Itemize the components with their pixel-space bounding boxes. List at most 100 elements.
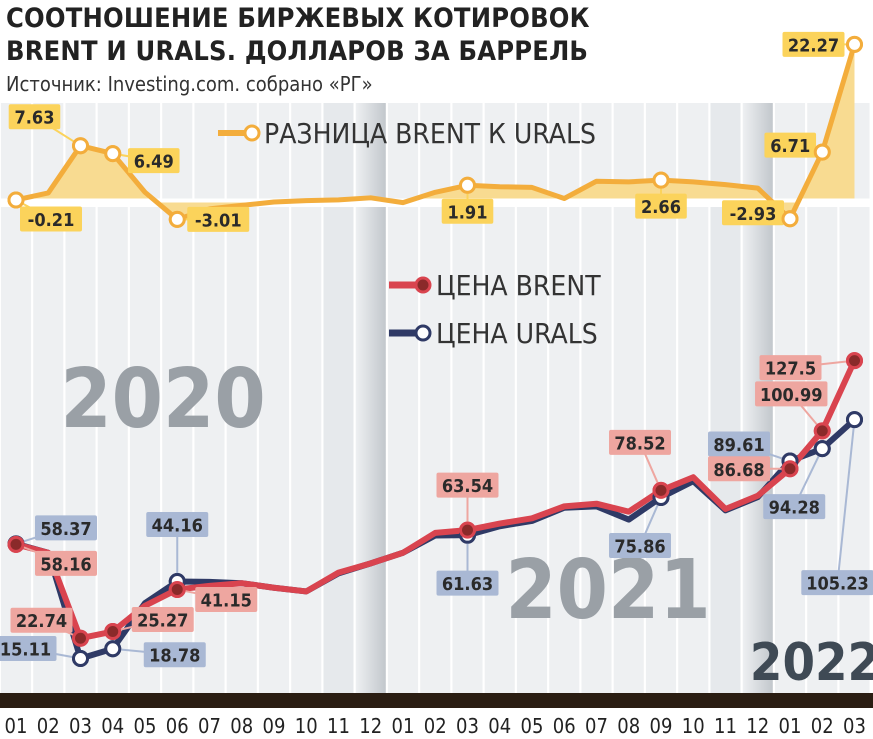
data-point-urals: [72, 649, 89, 667]
data-label-group: -3.01: [177, 206, 250, 232]
data-point-spread: [652, 171, 670, 189]
data-label-group: 18.78: [112, 642, 206, 668]
x-tick-label: 09: [263, 714, 286, 738]
data-label-box: [763, 494, 826, 520]
x-tick-label: 04: [488, 714, 511, 738]
data-label-group: 127.5: [759, 355, 855, 381]
legend-label-urals: ЦЕНА URALS: [436, 317, 598, 350]
data-point-spread: [846, 35, 863, 53]
data-point-spread: [781, 210, 799, 228]
data-label-group: 6.49: [112, 148, 180, 174]
column-stripe: [291, 103, 322, 693]
data-point-brent: [7, 535, 25, 553]
data-label-box: [764, 132, 817, 158]
data-label: 94.28: [769, 498, 820, 519]
data-label-group: 58.16: [15, 543, 97, 576]
data-label-box: [143, 642, 206, 668]
data-label: 61.63: [442, 574, 493, 595]
data-label-group: 94.28: [763, 448, 826, 520]
x-tick-label: 11: [327, 714, 350, 738]
data-point-spread: [168, 210, 186, 228]
data-label-box: [195, 586, 258, 612]
data-label: 22.74: [16, 611, 67, 632]
data-point-brent: [781, 460, 799, 478]
x-tick-label: 09: [650, 714, 673, 738]
legend-marker-brent: [414, 276, 432, 294]
series-line-spread: [15, 43, 857, 222]
data-label-box: [20, 206, 82, 232]
legend-marker-spread: [243, 124, 261, 142]
data-label-group: 61.63: [436, 535, 499, 596]
x-tick-label: 05: [521, 714, 544, 738]
year-label-2022: 2022: [750, 633, 873, 693]
data-label-group: 6.71: [764, 132, 823, 158]
data-label-box: [722, 200, 784, 226]
data-point-brent: [168, 580, 186, 598]
data-label: 105.23: [806, 574, 869, 595]
data-label-box: [801, 570, 873, 596]
data-label-box: [187, 206, 250, 232]
x-tick-label: 03: [69, 714, 92, 738]
x-tick-label: 03: [843, 714, 866, 738]
data-label: 22.27: [788, 35, 839, 56]
data-label: 86.68: [713, 460, 764, 481]
data-label-group: 22.74: [10, 607, 81, 640]
data-label: 6.49: [134, 152, 174, 173]
column-stripe: [355, 103, 386, 693]
data-point-spread: [459, 176, 476, 194]
data-label: 58.16: [40, 554, 91, 575]
data-point-brent: [104, 623, 122, 641]
x-tick-label: 06: [166, 714, 189, 738]
data-label-box: [127, 148, 180, 174]
data-point-brent: [72, 629, 89, 647]
data-point-spread: [7, 191, 25, 209]
data-label: 89.61: [713, 435, 764, 456]
data-label-box: [0, 635, 57, 661]
data-point-brent: [813, 422, 831, 440]
data-label: 7.63: [15, 108, 55, 129]
data-label-group: 22.27: [782, 31, 855, 57]
data-label-group: 63.54: [436, 472, 499, 531]
x-tick-label: 04: [101, 714, 124, 738]
x-tick-label: 10: [295, 714, 318, 738]
x-tick-label: 01: [392, 714, 415, 738]
legend-label-spread: РАЗНИЦА BRENT К URALS: [264, 117, 596, 150]
year-label-2021: 2021: [505, 543, 710, 638]
x-tick-label: 02: [424, 714, 447, 738]
column-stripe: [323, 103, 354, 693]
x-tick-label: 06: [553, 714, 576, 738]
data-label: 44.16: [152, 515, 203, 536]
x-axis-bar: [0, 693, 873, 708]
spread-baseline-band: [0, 199, 873, 207]
data-label: 25.27: [137, 611, 188, 632]
year-label-2020: 2020: [60, 352, 265, 447]
x-tick-label: 11: [714, 714, 737, 738]
data-label: -3.01: [195, 210, 242, 231]
data-label-box: [782, 31, 845, 57]
data-label: 1.91: [448, 202, 488, 223]
data-label: 75.86: [614, 536, 665, 557]
data-point-spread: [813, 143, 831, 161]
data-label-group: 2.66: [635, 180, 687, 219]
data-label-box: [8, 104, 61, 130]
x-tick-label: 01: [779, 714, 802, 738]
x-tick-label: 10: [682, 714, 705, 738]
data-label-box: [609, 429, 671, 455]
data-label-box: [635, 193, 687, 219]
data-point-spread: [104, 145, 122, 163]
data-label-box: [146, 511, 209, 537]
legend-label-brent: ЦЕНА BRENT: [436, 269, 601, 302]
data-label-box: [708, 456, 770, 482]
data-label-box: [10, 607, 73, 633]
data-point-brent: [846, 352, 863, 370]
data-label: 63.54: [442, 476, 493, 497]
data-label: 15.11: [0, 639, 51, 660]
data-label-group: 15.11: [0, 635, 81, 661]
data-label-group: 78.52: [609, 429, 671, 491]
data-label-group: 89.61: [708, 431, 791, 462]
x-tick-label: 07: [198, 714, 221, 738]
x-tick-label: 12: [746, 714, 769, 738]
data-label: 100.99: [760, 385, 823, 406]
data-point-urals: [813, 440, 831, 458]
